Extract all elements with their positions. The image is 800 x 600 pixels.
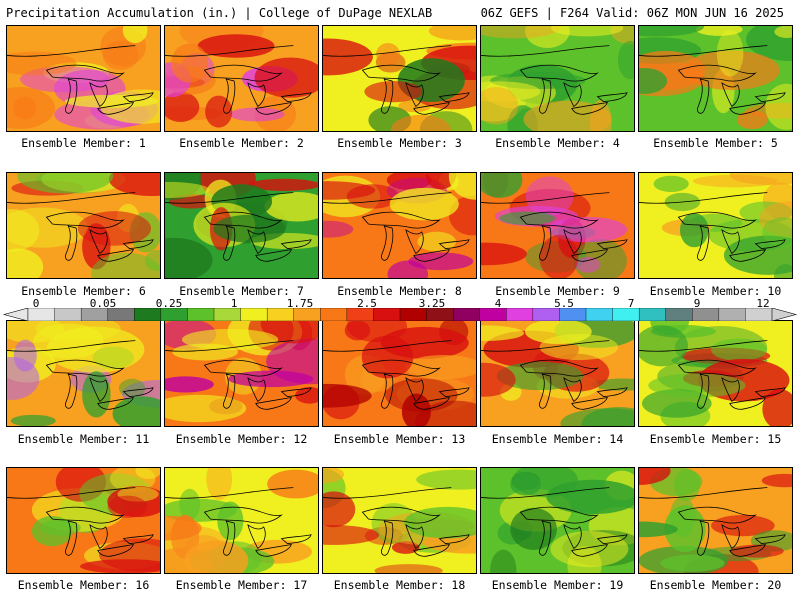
ensemble-member-label: Ensemble Member: 4 [495,136,620,150]
scale-swatch [452,308,481,321]
precip-map-panel [6,25,161,132]
precip-map-panel [322,172,477,279]
scale-tick-label: 0.25 [155,297,183,310]
ensemble-member-label: Ensemble Member: 17 [175,578,308,592]
ensemble-member-label: Ensemble Member: 6 [21,284,146,298]
scale-tick-label: 2.5 [357,297,377,310]
scale-tick-label: 3.25 [418,297,446,310]
ensemble-member-label: Ensemble Member: 12 [175,432,308,446]
precip-map-panel [638,172,793,279]
model-valid-time: 06Z GEFS | F264 Valid: 06Z MON JUN 16 20… [480,6,784,20]
scale-min-arrow [2,308,29,321]
ensemble-member-label: Ensemble Member: 18 [333,578,466,592]
precip-map-panel [480,320,635,427]
scale-tick-label: 1 [230,297,238,310]
scale-swatch [638,308,667,321]
ensemble-member-label: Ensemble Member: 14 [491,432,624,446]
ensemble-member-label: Ensemble Member: 9 [495,284,620,298]
scale-tick-label: 4 [494,297,502,310]
scale-swatch [612,308,640,321]
precip-map-panel [164,172,319,279]
precip-map-panel [164,467,319,574]
precip-map-panel [638,320,793,427]
scale-swatch [585,308,614,321]
color-scale-bar [2,308,798,321]
ensemble-member-label: Ensemble Member: 20 [649,578,782,592]
precip-map-panel [6,320,161,427]
precip-map-panel [164,320,319,427]
ensemble-member-label: Ensemble Member: 15 [649,432,782,446]
ensemble-member-label: Ensemble Member: 8 [337,284,462,298]
ensemble-member-label: Ensemble Member: 2 [179,136,304,150]
scale-tick-label: 0 [32,297,40,310]
scale-tick-label: 5.5 [554,297,574,310]
precip-map-panel [638,467,793,574]
scale-swatch [187,308,215,321]
ensemble-member-label: Ensemble Member: 7 [179,284,304,298]
precip-map-panel [322,320,477,427]
scale-tick-label: 0.05 [89,297,117,310]
ensemble-member-label: Ensemble Member: 10 [649,284,782,298]
precip-map-panel [164,25,319,132]
map-title: Precipitation Accumulation (in.) | Colle… [6,6,433,20]
ensemble-member-label: Ensemble Member: 16 [17,578,150,592]
precip-map-panel [638,25,793,132]
scale-tick-label: 1.75 [286,297,314,310]
scale-tick-label: 12 [756,297,770,310]
precip-map-panel [480,172,635,279]
scale-swatch [373,308,401,321]
scale-tick-label: 7 [627,297,635,310]
precip-map-panel [6,172,161,279]
scale-swatch [665,308,693,321]
scale-swatch [718,308,746,321]
ensemble-member-label: Ensemble Member: 11 [17,432,150,446]
precip-map-panel [480,467,635,574]
scale-swatch [506,308,534,321]
ensemble-member-label: Ensemble Member: 13 [333,432,466,446]
scale-swatch [320,308,348,321]
ensemble-member-label: Ensemble Member: 1 [21,136,146,150]
precip-map-panel [480,25,635,132]
ensemble-member-label: Ensemble Member: 19 [491,578,624,592]
scale-tick-label: 9 [693,297,701,310]
ensemble-member-label: Ensemble Member: 5 [653,136,778,150]
scale-swatch [240,308,268,321]
precip-map-panel [6,467,161,574]
ensemble-member-label: Ensemble Member: 3 [337,136,462,150]
precip-map-panel [322,467,477,574]
precip-map-panel [322,25,477,132]
scale-max-arrow [771,308,798,321]
scale-swatch [479,308,507,321]
scale-swatch [54,308,82,321]
